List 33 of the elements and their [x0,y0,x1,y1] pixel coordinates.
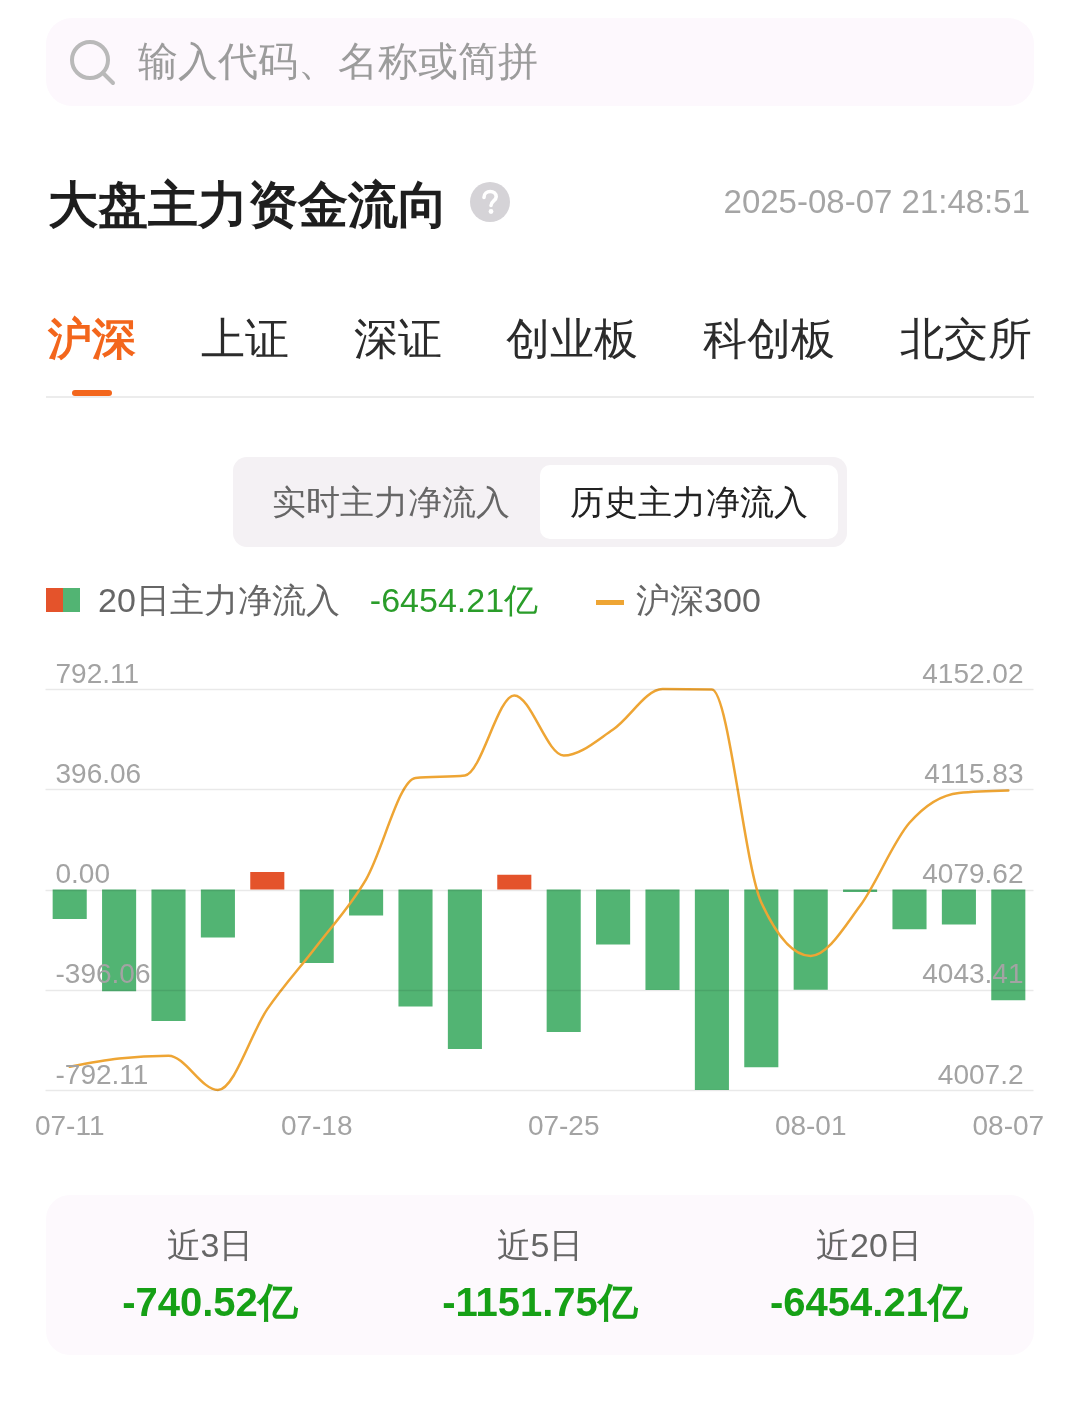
y2-tick-label: 4115.83 [924,757,1024,789]
y2-tick-label: 4079.62 [922,857,1024,889]
text: -6454.21亿 [770,1279,968,1326]
text: 深证 [353,314,442,363]
text: 沪深 [48,314,136,363]
x-tick-label: 07-18 [280,1109,353,1141]
text: 创业板 [506,314,639,363]
legend-label: 沪深300 [636,580,761,621]
text: 上证 [200,314,289,363]
chart-subtitle: 2025-08-07 21:48:51 [723,182,1030,222]
text: 近5日 [496,1225,584,1266]
text: -1151.75亿 [442,1279,638,1326]
text: 历史主力净流入 [570,482,808,523]
x-tick-label: 08-07 [972,1109,1045,1141]
x-tick-label: 07-11 [34,1109,105,1141]
y-tick-label: -792.11 [55,1058,149,1090]
x-tick-label: 08-01 [774,1109,847,1141]
text: 北交所 [899,314,1032,363]
text: -6454.21亿 [369,580,539,621]
text: 近20日 [816,1225,922,1266]
y2-tick-label: 4152.02 [922,657,1024,689]
y-tick-label: 396.06 [55,757,142,789]
y-tick-label: 0.00 [55,858,110,889]
text: 输入代码、名称或简拼 [138,38,538,85]
text: 近3日 [166,1225,254,1266]
text: -740.52亿 [122,1279,298,1326]
y2-tick-label: 4007.2 [937,1058,1024,1090]
text: 科创板 [703,314,836,363]
legend-label: 20日主力净流入 [98,580,340,621]
text: 实时主力净流入 [272,482,510,523]
chart-title: 大盘主力资金流向 [48,176,448,235]
y-tick-label: 792.11 [55,657,140,689]
x-tick-label: 07-25 [527,1109,600,1141]
